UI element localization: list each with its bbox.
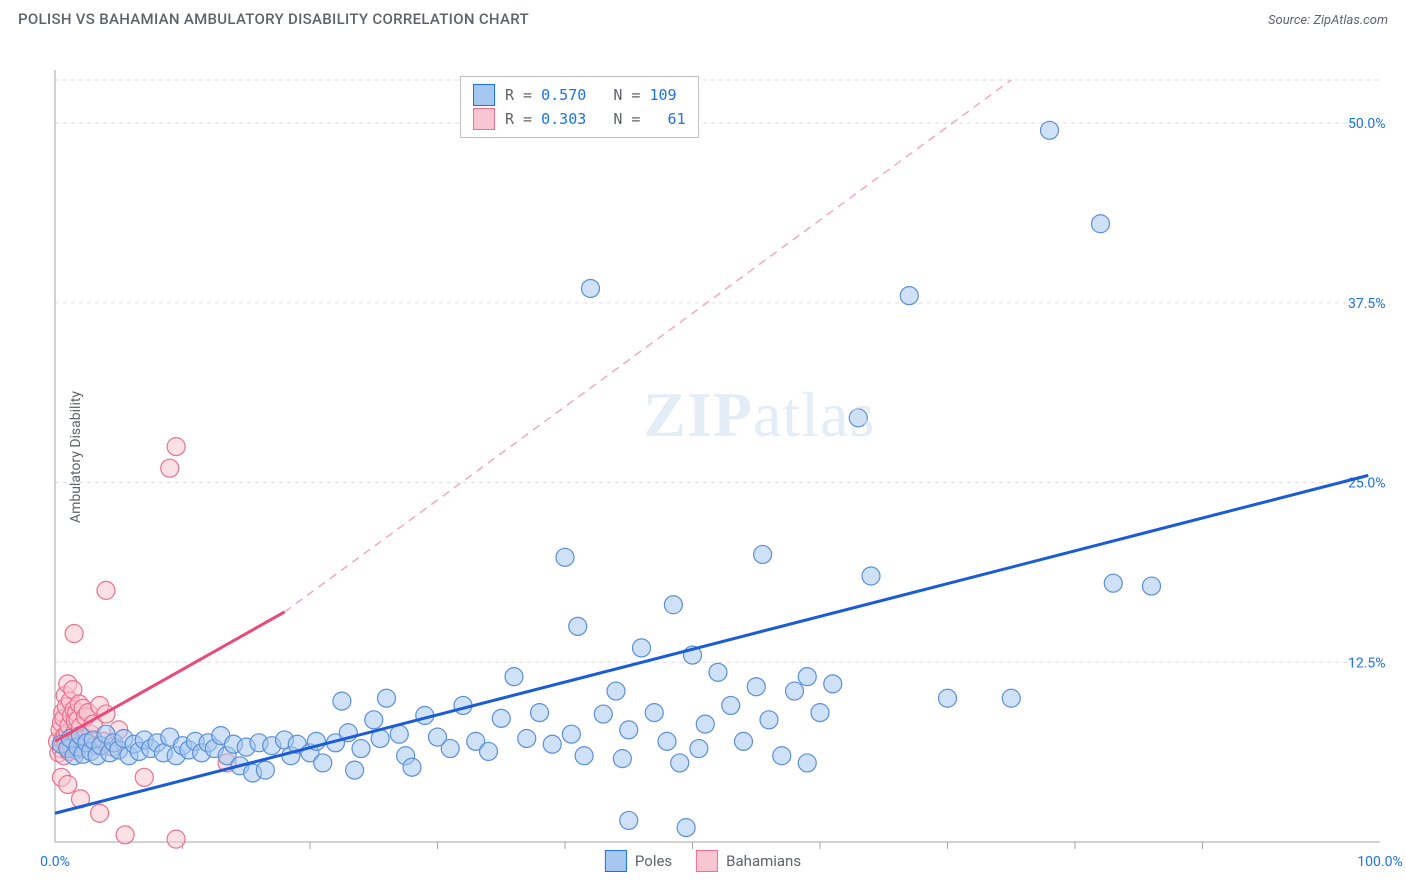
source-attribution: Source: ZipAtlas.com [1268, 13, 1388, 28]
y-axis-label: Ambulatory Disability [68, 391, 84, 523]
correlation-legend: R = 0.570 N = 109 R = 0.303 N = 61 [460, 76, 699, 138]
swatch-blue-icon [473, 84, 495, 106]
legend-row-bahamians: R = 0.303 N = 61 [473, 107, 686, 131]
svg-text:100.0%: 100.0% [1357, 854, 1402, 870]
header: POLISH VS BAHAMIAN AMBULATORY DISABILITY… [0, 0, 1406, 32]
svg-text:50.0%: 50.0% [1348, 116, 1386, 132]
swatch-blue-icon [605, 850, 627, 872]
legend-row-poles: R = 0.570 N = 109 [473, 83, 686, 107]
legend-item-bahamians: Bahamians [696, 850, 801, 872]
scatter-chart: 12.5%25.0%37.5%50.0%0.0%100.0% [0, 32, 1406, 882]
series-legend: Poles Bahamians [605, 850, 801, 872]
svg-text:37.5%: 37.5% [1348, 296, 1386, 312]
svg-text:12.5%: 12.5% [1348, 655, 1386, 671]
chart-title: POLISH VS BAHAMIAN AMBULATORY DISABILITY… [18, 10, 529, 28]
swatch-pink-icon [696, 850, 718, 872]
legend-item-poles: Poles [605, 850, 672, 872]
chart-area: Ambulatory Disability ZIPatlas 12.5%25.0… [0, 32, 1406, 882]
swatch-pink-icon [473, 108, 495, 130]
svg-text:0.0%: 0.0% [40, 854, 70, 870]
